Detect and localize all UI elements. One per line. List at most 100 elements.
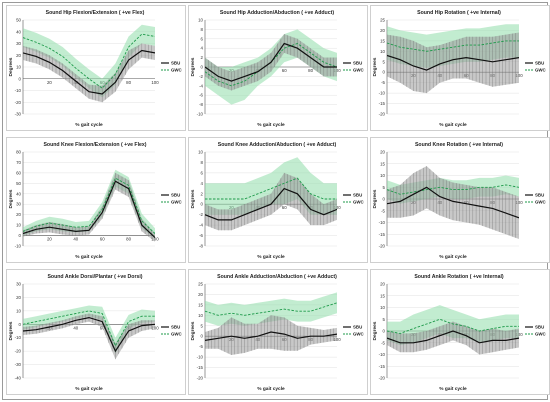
- y-tick-label: 10: [198, 18, 203, 23]
- series-line: [387, 330, 519, 344]
- x-tick-label: 80: [126, 80, 131, 85]
- legend-label-sbu: SBU: [353, 325, 362, 330]
- y-tick-label: 5: [383, 185, 386, 190]
- y-tick-label: -20: [379, 244, 386, 249]
- legend-label-gwc: GWC: [353, 200, 365, 205]
- y-tick-label: -5: [199, 344, 203, 349]
- y-tick-label: 6: [201, 36, 204, 41]
- chart-svg: Sound Hip Rotation ( +ve Internal) -20 -15…: [372, 10, 547, 128]
- y-tick-label: -30: [15, 112, 22, 117]
- chart-svg: Sound Hip Flexion/Extension ( +ve Flex) -…: [8, 10, 183, 128]
- y-tick-label: 20: [380, 150, 385, 155]
- x-tick-label: 20: [47, 80, 52, 85]
- x-tick-label: 60: [100, 237, 105, 242]
- chart-panel: Sound Ankle Dorsi/Plantar ( +ve Dorsi) -4…: [6, 269, 186, 395]
- y-tick-label: 20: [16, 295, 21, 300]
- y-tick-label: -40: [15, 376, 22, 381]
- x-tick-label: 100: [333, 205, 341, 210]
- x-axis-label: % gait cycle: [75, 122, 103, 128]
- y-tick-label: 70: [16, 160, 21, 165]
- sd-band: [205, 292, 337, 326]
- y-tick-label: 0: [383, 197, 386, 202]
- series-line: [23, 310, 155, 347]
- x-tick-label: 100: [333, 68, 341, 73]
- y-tick-label: -6: [199, 233, 203, 238]
- y-axis-label: Degrees: [372, 57, 378, 76]
- y-tick-label: 10: [16, 223, 21, 228]
- legend-label-gwc: GWC: [171, 332, 183, 337]
- y-tick-label: -2: [199, 212, 203, 217]
- chart-title: Sound Knee Rotation ( +ve Internal): [415, 142, 503, 148]
- chart-panel: Sound Hip Adduction/Abduction ( +ve Addu…: [188, 5, 368, 131]
- x-axis-label: % gait cycle: [439, 122, 467, 128]
- series-line: [23, 33, 155, 89]
- chart-panel: Sound Ankle Adduction/Abduction ( +ve Ad…: [188, 269, 368, 395]
- legend-label-sbu: SBU: [535, 325, 544, 330]
- chart-title: Sound Knee Adduction/Abduction ( +ve Add…: [218, 142, 337, 148]
- legend-label-sbu: SBU: [353, 61, 362, 66]
- legend-label-gwc: GWC: [353, 68, 365, 73]
- series-line: [23, 49, 155, 95]
- y-axis-label: Degrees: [372, 189, 378, 208]
- y-tick-label: -5: [381, 208, 385, 213]
- x-axis-label: % gait cycle: [257, 386, 285, 392]
- legend-label-sbu: SBU: [535, 193, 544, 198]
- y-axis-label: Degrees: [372, 321, 378, 340]
- y-tick-label: 15: [380, 38, 385, 43]
- y-tick-label: -10: [15, 335, 22, 340]
- x-tick-label: 100: [151, 80, 159, 85]
- chart-title: Sound Knee Flexion/Extension ( +ve Flex): [43, 142, 146, 148]
- y-axis-label: Degrees: [8, 189, 14, 208]
- y-tick-label: -20: [379, 376, 386, 381]
- y-tick-label: -5: [381, 340, 385, 345]
- y-tick-label: 0: [383, 329, 386, 334]
- x-tick-label: 60: [282, 68, 287, 73]
- y-axis-label: Degrees: [190, 189, 196, 208]
- series-line: [23, 316, 155, 353]
- chart-svg: Sound Ankle Adduction/Abduction ( +ve Ad…: [190, 274, 365, 392]
- y-tick-label: 2: [201, 191, 204, 196]
- y-tick-label: 8: [201, 27, 204, 32]
- y-tick-label: 2: [201, 55, 204, 60]
- chart-svg: Sound Knee Adduction/Abduction ( +ve Add…: [190, 142, 365, 260]
- y-tick-label: 0: [19, 233, 22, 238]
- y-tick-label: 30: [16, 202, 21, 207]
- y-tick-label: 10: [380, 305, 385, 310]
- y-tick-label: 5: [201, 323, 204, 328]
- chart-panel: Sound Hip Rotation ( +ve Internal) -20 -15…: [370, 5, 550, 131]
- x-tick-label: 100: [515, 200, 523, 205]
- y-tick-label: -8: [199, 102, 203, 107]
- chart-svg: Sound Knee Rotation ( +ve Internal) -20 -1…: [372, 142, 547, 260]
- y-tick-label: -10: [197, 112, 204, 117]
- series-line: [387, 318, 519, 334]
- y-tick-label: 0: [19, 322, 22, 327]
- legend-label-gwc: GWC: [353, 332, 365, 337]
- x-tick-label: 80: [308, 68, 313, 73]
- chart-title: Sound Ankle Dorsi/Plantar ( +ve Dorsi): [47, 274, 142, 280]
- y-tick-label: 8: [201, 160, 204, 165]
- x-tick-label: 20: [47, 237, 52, 242]
- y-tick-label: 50: [16, 18, 21, 23]
- chart-panel: Sound Hip Flexion/Extension ( +ve Flex) -…: [6, 5, 186, 131]
- y-tick-label: 60: [16, 170, 21, 175]
- y-tick-label: -10: [197, 355, 204, 360]
- x-axis-label: % gait cycle: [75, 386, 103, 392]
- y-tick-label: 0: [19, 76, 22, 81]
- y-tick-label: 0: [201, 202, 204, 207]
- y-tick-label: 0: [383, 70, 386, 75]
- x-tick-label: 100: [515, 332, 523, 337]
- y-tick-label: 4: [201, 46, 204, 51]
- chart-title: Sound Ankle Rotation ( +ve Internal): [414, 274, 504, 280]
- x-axis-label: % gait cycle: [75, 254, 103, 260]
- legend-label-sbu: SBU: [171, 193, 180, 198]
- series-line: [205, 331, 337, 341]
- chart-svg: Sound Ankle Rotation ( +ve Internal) -20 -…: [372, 274, 547, 392]
- y-tick-label: 5: [383, 59, 386, 64]
- y-tick-label: 10: [198, 150, 203, 155]
- series-line: [387, 54, 519, 71]
- chart-title: Sound Hip Adduction/Abduction ( +ve Addu…: [220, 10, 334, 16]
- chart-panel: Sound Ankle Rotation ( +ve Internal) -20 -…: [370, 269, 550, 395]
- y-tick-label: 80: [16, 150, 21, 155]
- y-tick-label: -6: [199, 93, 203, 98]
- y-tick-label: 10: [380, 49, 385, 54]
